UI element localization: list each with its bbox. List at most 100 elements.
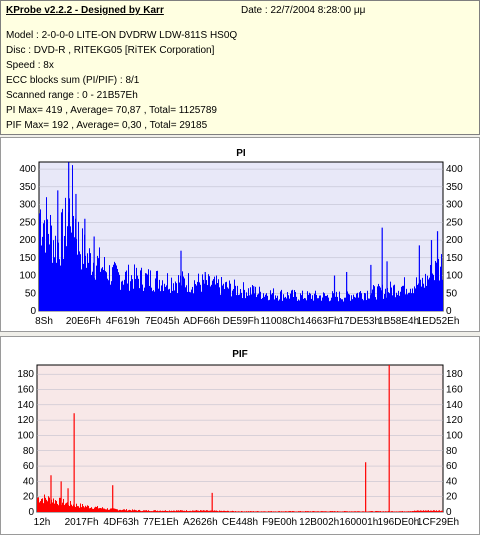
pi-bar-208 [247,296,248,311]
pif-bar-394 [431,511,432,512]
pi-bar-6 [45,253,46,311]
pi-bar-94 [133,289,134,311]
pif-bar-184 [221,511,222,512]
pif-bar-224 [261,511,262,512]
pi-bar-96 [135,279,136,311]
pi-bar-366 [405,294,406,311]
pi-bar-91 [130,281,131,311]
pif-bar-84 [121,510,122,512]
pi-bar-268 [307,291,308,311]
pif-bar-204 [241,511,242,512]
pif-bar-126 [163,511,164,512]
pif-bar-99 [136,510,137,512]
pif-bar-269 [306,511,307,512]
pi-bar-47 [86,268,87,311]
pi-bar-310 [349,295,350,311]
pi-bar-340 [379,286,380,311]
pi-bar-98 [137,276,138,311]
pi-bar-147 [186,285,187,311]
pi-bar-349 [388,292,389,311]
pif-bar-138 [175,511,176,512]
pif-bar-272 [309,511,310,512]
pif-bar-82 [119,510,120,512]
pif-bar-50 [87,505,88,512]
pif-bar-27 [64,505,65,512]
pif-bar-378 [415,511,416,512]
pi-bar-149 [188,273,189,311]
pif-bar-377 [414,511,415,512]
pi-bar-293 [332,291,333,311]
pi-bar-161 [200,285,201,311]
pif-bar-373 [410,511,411,512]
pif-bar-225 [262,511,263,512]
pi-bar-180 [219,287,220,311]
pi-bar-100 [139,288,140,311]
pi-bar-104 [143,291,144,311]
pi-bar-144 [183,277,184,311]
pi-bar-385 [424,288,425,311]
pif-bar-209 [246,511,247,512]
pi-bar-181 [220,295,221,311]
pi-spike-4 [94,237,95,312]
pif-bar-144 [181,510,182,512]
pi-bar-336 [375,297,376,311]
pif-bar-249 [286,511,287,512]
pi-bar-114 [153,290,154,311]
pif-bar-215 [252,511,253,512]
pi-bar-123 [162,280,163,311]
pif-bar-2 [39,502,40,512]
pi-bar-272 [311,299,312,311]
pi-bar-115 [154,292,155,311]
pif-bar-276 [313,511,314,512]
pif-bar-165 [202,511,203,512]
pif-bar-130 [167,511,168,512]
pi-spike-0 [68,162,69,311]
pi-bar-175 [214,277,215,311]
pif-bar-159 [196,510,197,512]
pi-bar-48 [87,253,88,311]
pi-bar-28 [67,226,68,311]
pi-bar-296 [335,297,336,311]
pi-bar-231 [270,290,271,311]
pif-bar-186 [223,511,224,512]
pi-bar-220 [259,287,260,311]
pif-bar-155 [192,510,193,512]
pi-bar-341 [380,288,381,311]
pi-bar-50 [89,248,90,311]
pif-bar-68 [105,509,106,512]
pi-bar-294 [333,293,334,311]
pif-bar-386 [423,510,424,512]
pif-bar-212 [249,511,250,512]
pif-bar-40 [77,506,78,512]
pi-bar-99 [138,279,139,311]
pif-bar-313 [350,511,351,512]
pi-bar-363 [402,286,403,311]
pif-bar-268 [305,511,306,512]
pif-bar-181 [218,511,219,512]
pi-bar-127 [166,285,167,311]
pif-bar-53 [90,508,91,512]
pi-bar-212 [251,294,252,311]
pif-bar-189 [226,511,227,512]
pi-bar-232 [271,294,272,311]
pi-bar-394 [433,275,434,311]
pi-bar-31 [70,226,71,311]
pif-spike-6 [365,462,366,512]
pi-bar-10 [49,244,50,311]
pif-bar-200 [237,511,238,512]
pi-spike-14 [431,240,432,311]
ecc-line: ECC blocks sum (PI/PIF) : 8/1 [6,75,139,86]
pif-bar-380 [417,510,418,512]
pi-bar-361 [400,292,401,311]
pif-bar-147 [184,511,185,512]
pi-bar-23 [62,209,63,311]
pif-bar-342 [379,511,380,512]
pif-bar-208 [245,511,246,512]
pif-bar-137 [174,511,175,512]
pif-bar-205 [242,511,243,512]
pi-bar-25 [64,236,65,311]
pi-bar-22 [61,212,62,311]
pif-bar-16 [53,498,54,512]
pif-bar-293 [330,511,331,512]
pi-bar-338 [377,286,378,311]
